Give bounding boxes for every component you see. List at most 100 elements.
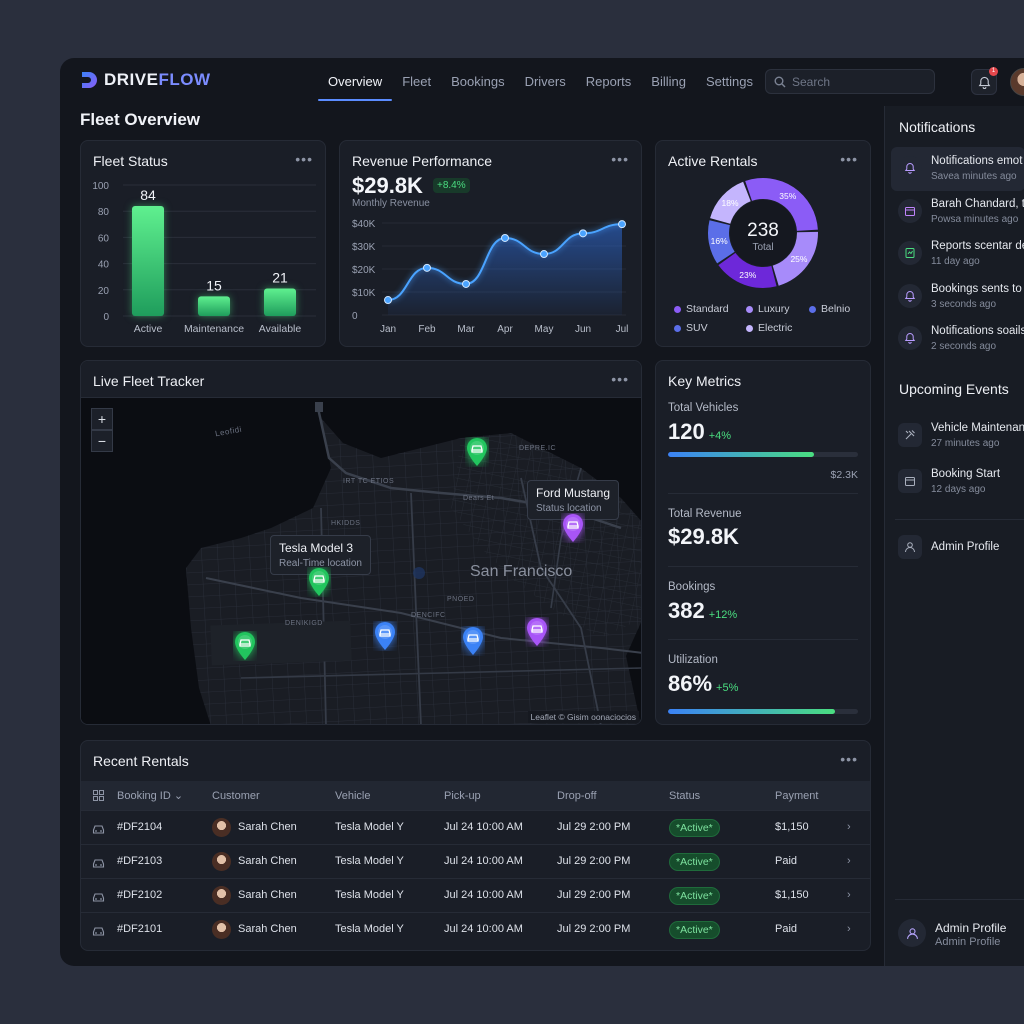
donut-slice[interactable]: [772, 231, 818, 286]
tab-drivers[interactable]: Drivers: [524, 74, 566, 89]
search-icon: [774, 76, 786, 87]
tab-settings[interactable]: Settings: [705, 74, 753, 89]
divider: [895, 519, 1024, 520]
car-icon: [92, 924, 105, 942]
upcoming-events-title: Upcoming Events: [899, 381, 1009, 397]
legend-swatch: [746, 324, 753, 332]
vehicle-pin[interactable]: [307, 567, 331, 597]
zoom-out-button[interactable]: −: [91, 430, 113, 452]
fleet-status-card: Fleet Status ••• 0 20 40 60 80 100 84 Active 15 M…: [80, 140, 326, 347]
bar-available[interactable]: [264, 288, 296, 316]
chevron-right-icon[interactable]: ›: [847, 821, 851, 833]
vehicle-pin[interactable]: [465, 437, 489, 467]
fleet-map[interactable]: Leofidi DEPRE.IC IRT TC ETIOS Dears Et H…: [81, 398, 641, 724]
legend-item[interactable]: Luxury: [746, 303, 790, 315]
tab-bookings[interactable]: Bookings: [451, 74, 505, 89]
donut-slice[interactable]: [745, 178, 818, 231]
donut-slice[interactable]: [710, 181, 751, 224]
notification-item[interactable]: Reports scentar de 11 day ago: [891, 232, 1024, 276]
more-options-icon[interactable]: •••: [295, 151, 313, 167]
data-point[interactable]: [540, 250, 548, 259]
data-point[interactable]: [462, 279, 470, 288]
data-point[interactable]: [423, 263, 431, 272]
grid-icon[interactable]: [93, 790, 104, 801]
x-tick-label: Mar: [457, 324, 475, 335]
column-header-status[interactable]: Status: [669, 789, 701, 802]
user-icon: [898, 919, 926, 947]
search-box[interactable]: [765, 69, 935, 94]
data-point[interactable]: [501, 233, 509, 242]
tools-icon: [898, 423, 922, 447]
notification-item[interactable]: Notifications soails 2 seconds ago: [891, 317, 1024, 361]
chevron-right-icon[interactable]: ›: [847, 855, 851, 867]
legend-item[interactable]: SUV: [674, 322, 708, 334]
more-options-icon[interactable]: •••: [611, 151, 629, 167]
status-badge: *Active*: [669, 853, 720, 871]
donut-slice[interactable]: [718, 252, 777, 288]
column-header-customer[interactable]: Customer: [212, 789, 260, 802]
app-logo[interactable]: DRIVEFLOW: [80, 70, 211, 90]
tab-overview[interactable]: Overview: [318, 74, 393, 101]
table-row[interactable]: #DF2102 Sarah Chen Tesla Model Y Jul 24 10:…: [81, 878, 870, 912]
card-title: Key Metrics: [668, 373, 742, 389]
notification-item[interactable]: Barah Chandard, ta Powsa minutes ago: [891, 190, 1024, 234]
street-label: DEPRE.IC: [519, 445, 557, 452]
divider: [668, 566, 858, 567]
legend-item[interactable]: Standard: [674, 303, 729, 315]
bar-maintenance[interactable]: [198, 296, 230, 316]
vehicle-pin[interactable]: [461, 626, 485, 656]
street-label: PNOED: [447, 596, 475, 603]
column-header-dropoff[interactable]: Drop-off: [557, 789, 597, 802]
tab-fleet[interactable]: Fleet: [402, 74, 432, 89]
legend-item[interactable]: Electric: [746, 322, 792, 334]
admin-profile-footer[interactable]: Admin Profile Admin Profile: [891, 909, 1024, 959]
vehicle-tooltip: Ford Mustang Status location: [527, 480, 620, 520]
x-tick-label: May: [535, 324, 554, 335]
column-header-booking-id[interactable]: Booking ID ⌄: [117, 790, 184, 802]
column-header-payment[interactable]: Payment: [775, 789, 819, 802]
vehicle-pin[interactable]: [233, 631, 257, 661]
zoom-in-button[interactable]: +: [91, 408, 113, 430]
chevron-right-icon[interactable]: ›: [847, 923, 851, 935]
table-row[interactable]: #DF2101 Sarah Chen Tesla Model Y Jul 24 10:…: [81, 912, 870, 946]
vehicle-pin[interactable]: [561, 513, 585, 543]
status-badge: *Active*: [669, 887, 720, 905]
tab-reports[interactable]: Reports: [585, 74, 632, 89]
tooltip-title: Ford Mustang: [536, 486, 611, 500]
event-item[interactable]: Booking Start 12 days ago: [891, 460, 1024, 504]
donut-slice[interactable]: [708, 220, 735, 264]
progress-fill: [668, 709, 836, 714]
admin-profile-link[interactable]: Admin Profile: [891, 526, 1024, 570]
notifications-button[interactable]: 1: [971, 67, 998, 95]
user-avatar[interactable]: [1010, 68, 1024, 96]
status-badge: *Active*: [669, 921, 720, 939]
column-header-vehicle[interactable]: Vehicle: [335, 789, 371, 802]
table-row[interactable]: #DF2104 Sarah Chen Tesla Model Y Jul 24 10:…: [81, 810, 870, 844]
map-attribution[interactable]: Leaflet © Gisim oonaciocios: [527, 711, 639, 723]
event-item[interactable]: Vehicle Maintenance 27 minutes ago: [891, 414, 1024, 458]
slice-label: 23%: [739, 270, 756, 280]
data-point[interactable]: [384, 296, 392, 305]
notification-item[interactable]: Notifications emot Savea minutes ago: [891, 147, 1024, 191]
table-row[interactable]: #DF2103 Sarah Chen Tesla Model Y Jul 24 10:…: [81, 844, 870, 878]
bell-icon: [898, 283, 922, 308]
chevron-right-icon[interactable]: ›: [847, 889, 851, 901]
legend-item[interactable]: Belnio: [809, 303, 850, 315]
more-options-icon[interactable]: •••: [840, 151, 858, 167]
data-point[interactable]: [618, 220, 626, 229]
x-tick-label: Apr: [497, 324, 513, 335]
tab-billing[interactable]: Billing: [651, 74, 686, 89]
vehicle-pin[interactable]: [373, 621, 397, 651]
y-tick-label: 100: [92, 181, 109, 192]
vehicle-pin[interactable]: [525, 617, 549, 647]
notification-item[interactable]: Bookings sents to 3 seconds ago: [891, 275, 1024, 319]
data-point[interactable]: [579, 229, 587, 238]
column-header-pickup[interactable]: Pick-up: [444, 789, 481, 802]
bar-active[interactable]: [132, 205, 164, 316]
search-input[interactable]: [792, 74, 922, 89]
more-options-icon[interactable]: •••: [611, 371, 629, 387]
more-options-icon[interactable]: •••: [840, 751, 858, 767]
revenue-subtitle: Monthly Revenue: [352, 198, 430, 209]
payment-value: Paid: [775, 855, 798, 867]
